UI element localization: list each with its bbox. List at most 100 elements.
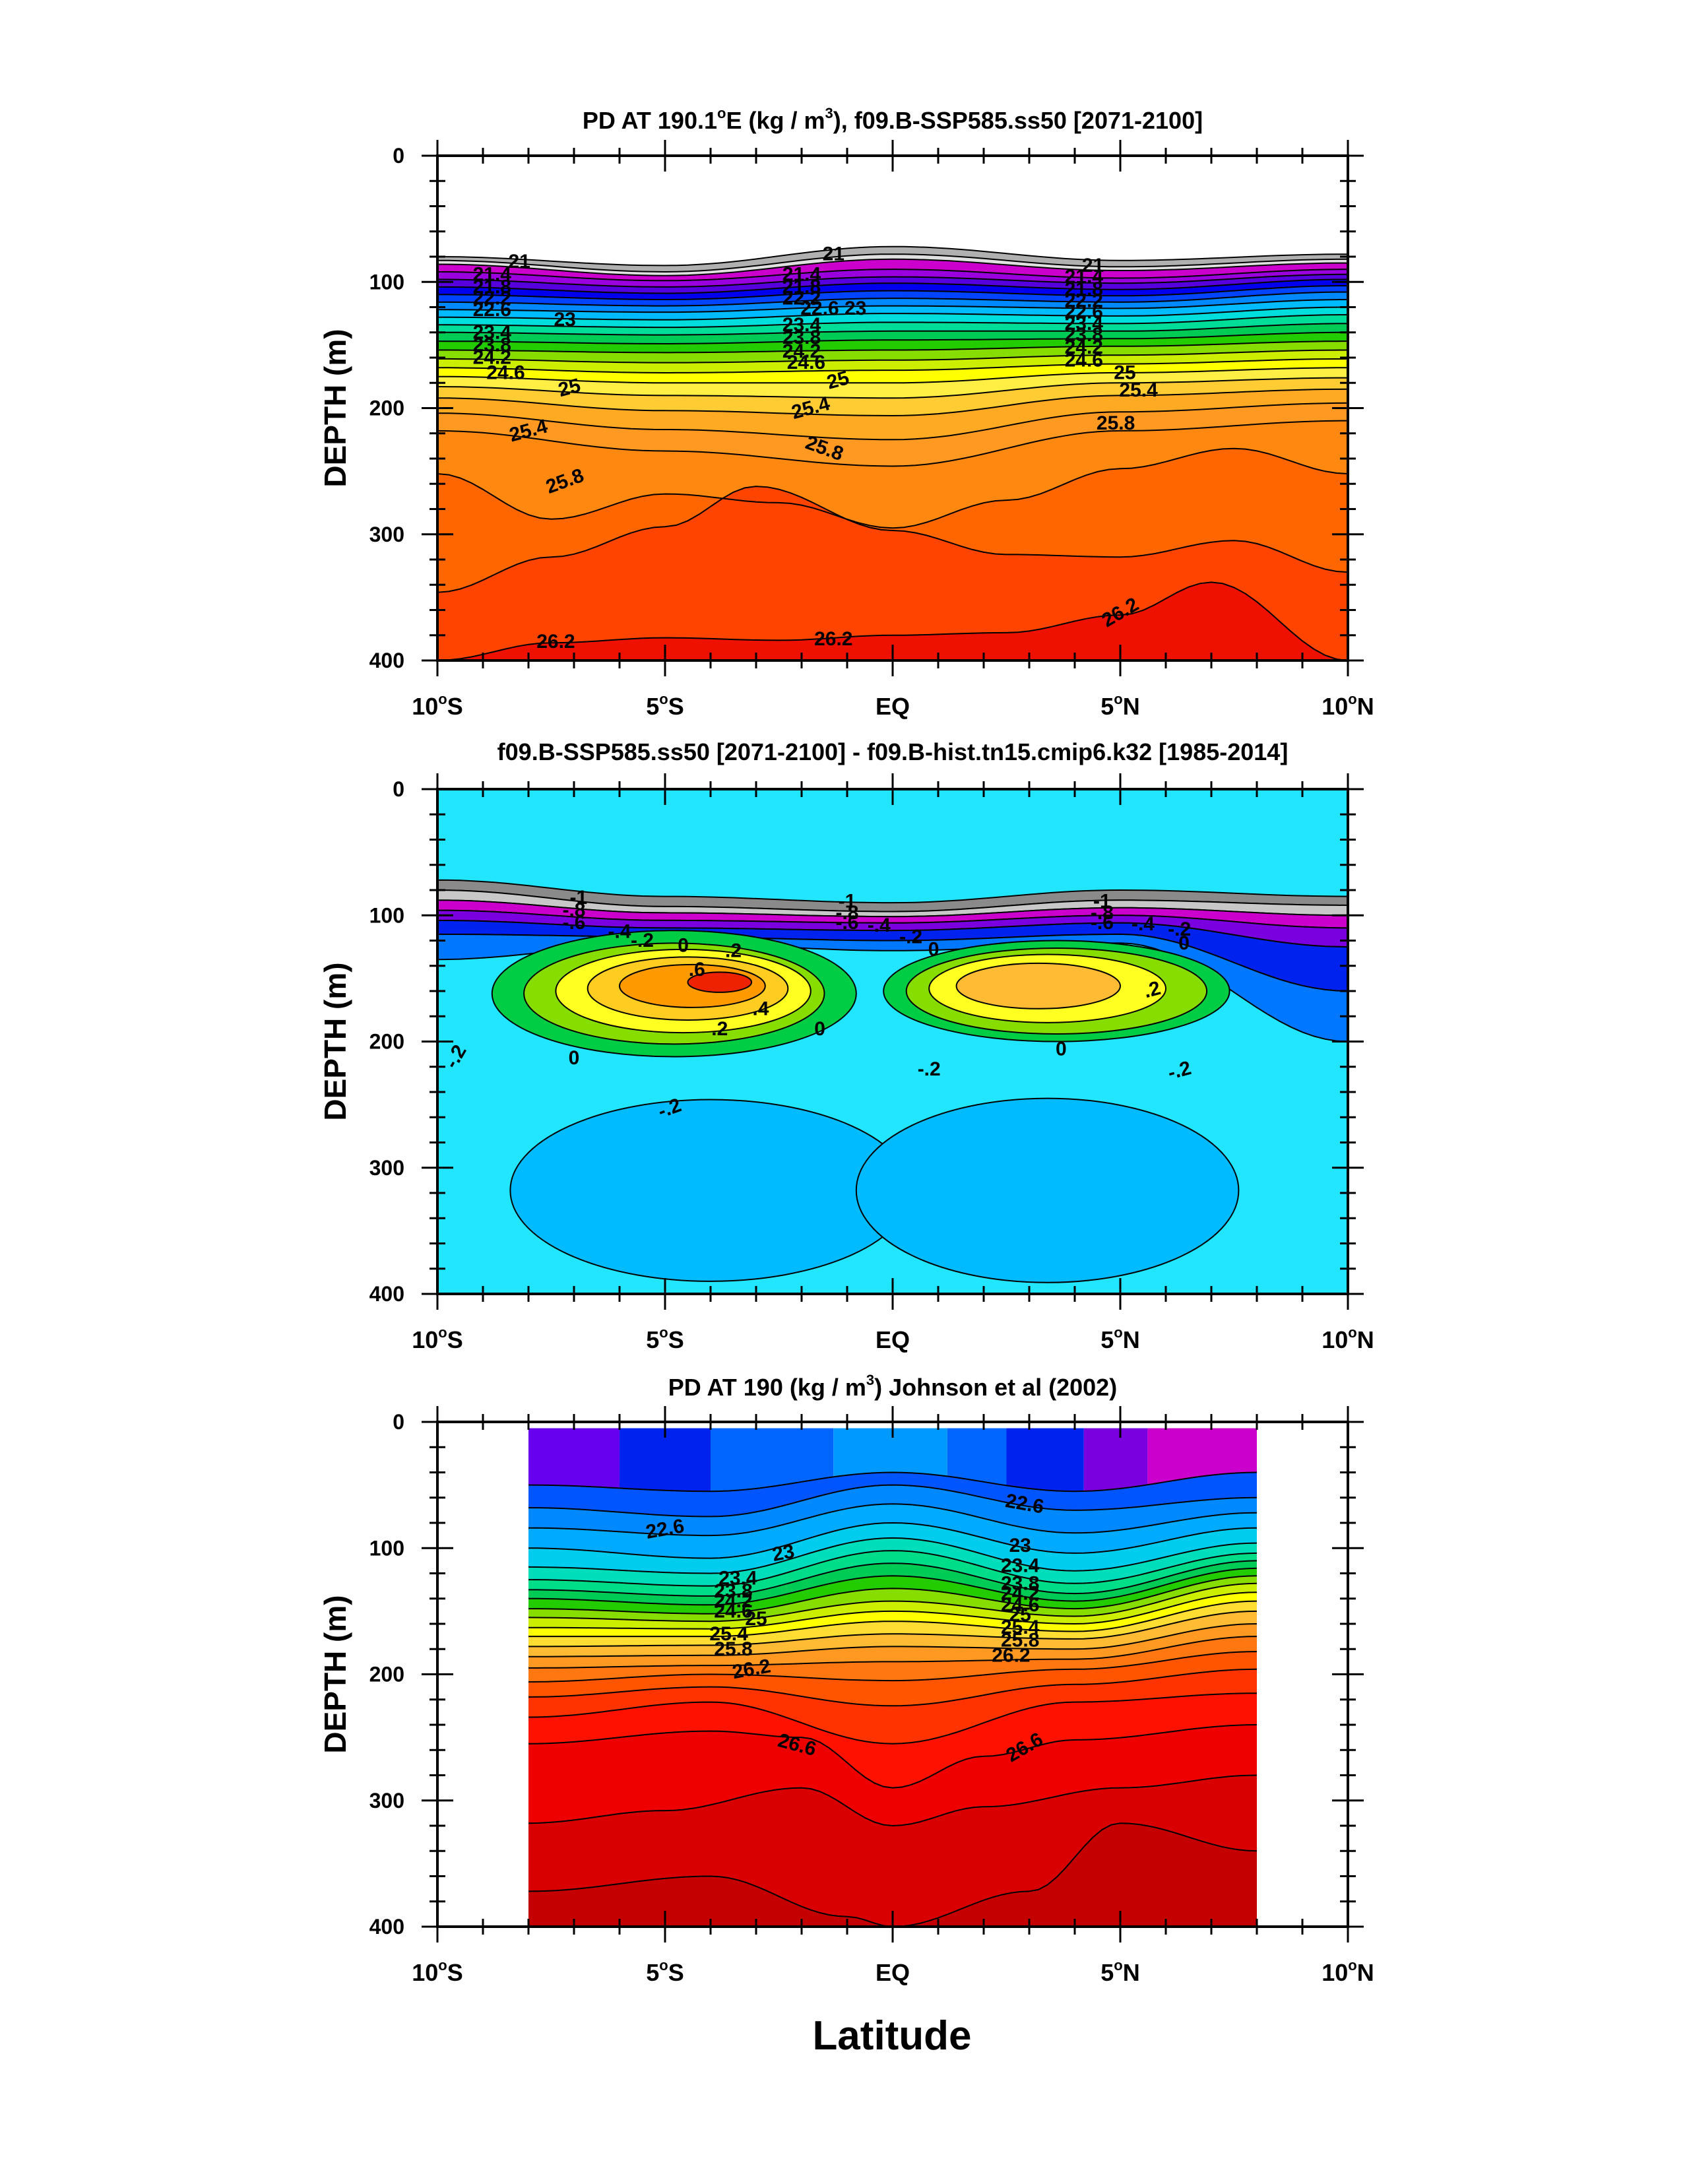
contour-label: -.2 bbox=[1168, 918, 1191, 940]
contour-line-5 bbox=[437, 273, 1348, 288]
x-tick-label: 5oN bbox=[1100, 1957, 1139, 1986]
contour-label: 24.2 bbox=[782, 340, 821, 362]
y-tick-label: 100 bbox=[369, 903, 404, 927]
contour-line-7 bbox=[437, 285, 1348, 300]
contour-label: 0 bbox=[814, 1018, 825, 1040]
contour-line-20 bbox=[528, 1774, 1258, 1827]
contour-label: -.6 bbox=[835, 912, 858, 934]
contour-label: 0 bbox=[1056, 1038, 1067, 1060]
plot-area: 22.62323.423.824.224.62525.425.826.226.6… bbox=[528, 1428, 1258, 1927]
contour-label: 25.4 bbox=[709, 1623, 748, 1645]
contour-label: 22.2 bbox=[782, 288, 821, 309]
y-axis-title: DEPTH (m) bbox=[318, 962, 352, 1120]
y-tick-label: 400 bbox=[369, 1282, 404, 1306]
contour-label: 25.8 bbox=[1097, 412, 1135, 434]
x-tick-label: EQ bbox=[876, 693, 910, 720]
contour-region-11 bbox=[509, 1099, 912, 1282]
contour-line-1 bbox=[437, 245, 1348, 267]
contour-line-15 bbox=[528, 1636, 1258, 1669]
contour-label: 23.8 bbox=[1065, 324, 1103, 346]
contour-label: 23.4 bbox=[473, 321, 512, 343]
contour-label: 23.4 bbox=[782, 314, 821, 336]
contour-label: 21.8 bbox=[473, 276, 511, 298]
contour-label: 0 bbox=[569, 1047, 580, 1069]
contour-label: 23.8 bbox=[473, 334, 511, 356]
contour-label: -.8 bbox=[835, 902, 858, 924]
contour-label: .2 bbox=[725, 940, 742, 961]
contour-label: 23.4 bbox=[1065, 313, 1104, 335]
contour-label: -.8 bbox=[562, 899, 585, 921]
contour-label: -.2 bbox=[899, 926, 922, 947]
x-tick-label: 10oN bbox=[1322, 691, 1374, 720]
y-tick-label: 200 bbox=[369, 397, 404, 420]
contour-line-19 bbox=[528, 1724, 1258, 1789]
contour-label: 25 bbox=[1009, 1604, 1031, 1626]
contour-line-14 bbox=[437, 340, 1348, 354]
contour-label: 0 bbox=[678, 935, 689, 957]
contour-label: -1 bbox=[570, 887, 588, 909]
chart-panel-2: -1-.8-.6 -.4 -.2 0.2.6.4.2 00-.2-.2-1-.8-.6-… bbox=[318, 738, 1374, 1353]
contour-label: 21 bbox=[823, 243, 844, 265]
contour-label: 21.4 bbox=[1065, 266, 1104, 288]
contour-label: 21.4 bbox=[473, 263, 512, 285]
contour-line-2 bbox=[437, 253, 1348, 273]
contour-label: 21 bbox=[1082, 255, 1104, 276]
contour-label: .2 bbox=[711, 1018, 728, 1040]
x-tick-label: 10oN bbox=[1322, 1324, 1374, 1353]
x-tick-label: 10oS bbox=[412, 691, 463, 720]
contour-line-5 bbox=[528, 1537, 1258, 1574]
contour-label: 24.6 bbox=[486, 362, 525, 383]
y-tick-label: 100 bbox=[369, 1536, 404, 1560]
contour-label: 25.4 bbox=[1119, 379, 1158, 401]
x-tick-label: 5oN bbox=[1100, 691, 1139, 720]
contour-label: 25.8 bbox=[1001, 1629, 1039, 1651]
contour-label: 26.2 bbox=[992, 1644, 1030, 1666]
contour-label: -1 bbox=[839, 891, 856, 913]
contour-label: 25.4 bbox=[1001, 1617, 1040, 1638]
contour-label: 26.2 bbox=[536, 631, 575, 653]
contour-label: 23.4 bbox=[718, 1568, 757, 1590]
contour-label: .6 bbox=[689, 959, 705, 980]
contour-label: 21.8 bbox=[782, 276, 821, 298]
contour-label: 23.8 bbox=[1001, 1572, 1039, 1594]
contour-label: 23.4 bbox=[1001, 1555, 1040, 1577]
x-tick-label: 10oS bbox=[412, 1324, 463, 1353]
chart-title: f09.B-SSP585.ss50 [2071-2100] - f09.B-hi… bbox=[497, 738, 1289, 765]
contour-line-13 bbox=[437, 331, 1348, 345]
y-tick-label: 300 bbox=[369, 1156, 404, 1180]
contour-line-16 bbox=[437, 358, 1348, 374]
contour-line-15 bbox=[437, 349, 1348, 364]
y-tick-label: 200 bbox=[369, 1663, 404, 1686]
contour-label: 24.2 bbox=[473, 347, 511, 369]
contour-label: 22.2 bbox=[1065, 290, 1103, 311]
contour-line-7 bbox=[528, 1560, 1258, 1597]
y-axis-title: DEPTH (m) bbox=[318, 329, 352, 487]
contour-line-4 bbox=[528, 1522, 1258, 1559]
contour-label: 24.6 bbox=[1001, 1594, 1039, 1616]
contour-line-8 bbox=[437, 291, 1348, 307]
contour-label: 25.8 bbox=[714, 1638, 752, 1660]
contour-label: -.4 bbox=[868, 915, 891, 936]
contour-line-1 bbox=[528, 1471, 1258, 1493]
contour-label: -.8 bbox=[1091, 902, 1114, 924]
contour-label: 23 bbox=[771, 1541, 796, 1566]
x-axis-title: Latitude bbox=[812, 2013, 971, 2059]
y-tick-label: 300 bbox=[369, 1789, 404, 1813]
contour-line-11 bbox=[528, 1591, 1258, 1630]
y-tick-label: 400 bbox=[369, 649, 404, 672]
contour-label: 25 bbox=[745, 1608, 767, 1630]
x-tick-label: 10oS bbox=[412, 1957, 463, 1986]
contour-label: 22.6 bbox=[473, 299, 511, 321]
contour-label: -.6 bbox=[562, 912, 585, 934]
contour-line-4 bbox=[437, 269, 1348, 282]
y-tick-label: 0 bbox=[393, 777, 404, 801]
contour-line-22 bbox=[437, 447, 1348, 529]
contour-label: 24.6 bbox=[1065, 349, 1103, 371]
contour-label: 21.8 bbox=[1065, 278, 1103, 300]
contour-label: -.2 bbox=[631, 930, 654, 951]
contour-label: 24.2 bbox=[714, 1590, 752, 1612]
contour-line-20 bbox=[437, 402, 1348, 441]
